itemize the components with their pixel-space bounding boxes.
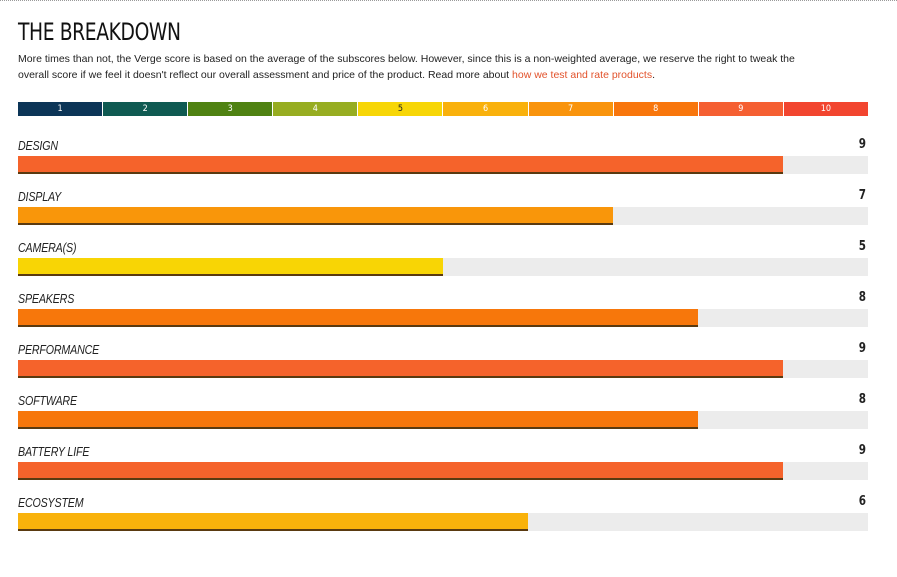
subscore-value: 6: [858, 494, 866, 509]
subscore-value: 7: [858, 188, 866, 203]
scale-segment-5: 5: [358, 102, 444, 116]
subscore-row: BATTERY LIFE 9: [18, 442, 868, 493]
subscore-bar-fill: [18, 360, 783, 378]
subscore-bar-track: [18, 462, 868, 480]
score-scale-legend: 1 2 3 4 5 6 7 8 9 10: [18, 102, 868, 116]
section-title: THE BREAKDOWN: [18, 18, 181, 46]
subscore-value: 9: [858, 137, 866, 152]
intro-text-end: .: [652, 69, 656, 81]
subscore-bar-track: [18, 156, 868, 174]
scale-segment-8: 8: [613, 102, 699, 116]
intro-text: More times than not, the Verge score is …: [18, 53, 795, 81]
subscore-row: SPEAKERS 8: [18, 289, 868, 340]
scale-segment-10: 10: [783, 102, 868, 116]
scale-segment-7: 7: [528, 102, 614, 116]
subscore-row: DESIGN 9: [18, 136, 868, 187]
subscore-row: PERFORMANCE 9: [18, 340, 868, 391]
scale-segment-3: 3: [188, 102, 274, 116]
subscore-label: SOFTWARE: [18, 393, 77, 408]
subscore-bar-track: [18, 411, 868, 429]
subscore-label: DISPLAY: [18, 189, 62, 204]
subscore-row: CAMERA(S) 5: [18, 238, 868, 289]
subscore-bar-fill: [18, 309, 698, 327]
subscore-value: 8: [858, 290, 866, 305]
subscore-list: DESIGN 9 DISPLAY 7 CAMERA(S) 5 SPEAKERS 8 PERFOR…: [18, 136, 868, 544]
subscore-value: 5: [858, 239, 866, 254]
subscore-label: ECOSYSTEM: [18, 495, 84, 510]
subscore-value: 9: [858, 341, 866, 356]
subscore-bar-fill: [18, 207, 613, 225]
subscore-bar-fill: [18, 513, 528, 531]
subscore-value: 8: [858, 392, 866, 407]
subscore-row: SOFTWARE 8: [18, 391, 868, 442]
scale-segment-1: 1: [18, 102, 104, 116]
scale-segment-4: 4: [273, 102, 359, 116]
subscore-bar-track: [18, 360, 868, 378]
subscore-bar-track: [18, 309, 868, 327]
rating-methodology-link[interactable]: how we test and rate products: [512, 69, 653, 81]
subscore-row: DISPLAY 7: [18, 187, 868, 238]
scale-segment-6: 6: [443, 102, 529, 116]
scale-segment-2: 2: [103, 102, 189, 116]
subscore-bar-track: [18, 513, 868, 531]
subscore-value: 9: [858, 443, 866, 458]
subscore-bar-fill: [18, 258, 443, 276]
subscore-row: ECOSYSTEM 6: [18, 493, 868, 544]
top-dotted-border: [0, 0, 897, 1]
subscore-bar-fill: [18, 462, 783, 480]
intro-paragraph: More times than not, the Verge score is …: [18, 51, 798, 83]
scale-segment-9: 9: [698, 102, 784, 116]
subscore-bar-fill: [18, 411, 698, 429]
subscore-bar-track: [18, 207, 868, 225]
subscore-bar-track: [18, 258, 868, 276]
subscore-label: DESIGN: [18, 138, 58, 153]
subscore-label: CAMERA(S): [18, 240, 77, 255]
subscore-bar-fill: [18, 156, 783, 174]
subscore-label: PERFORMANCE: [18, 342, 100, 357]
subscore-label: SPEAKERS: [18, 291, 75, 306]
subscore-label: BATTERY LIFE: [18, 444, 90, 459]
